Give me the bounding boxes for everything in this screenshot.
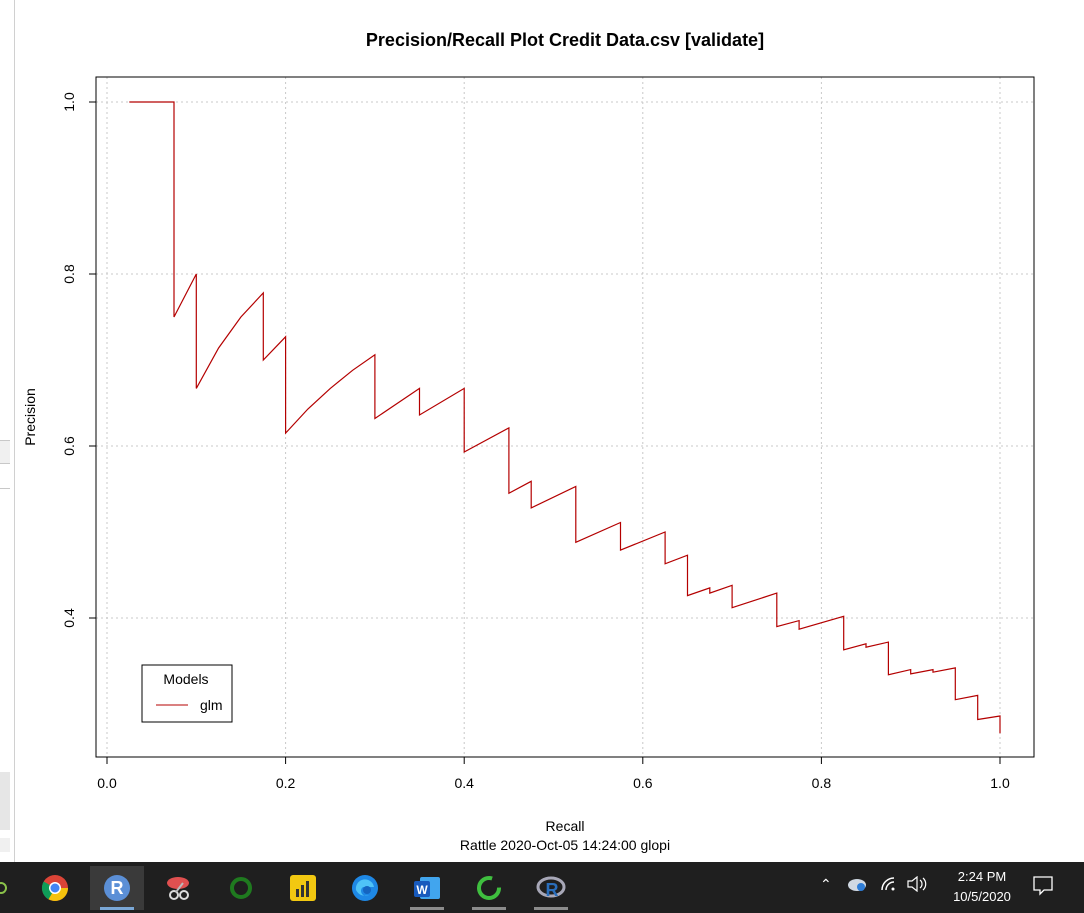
x-tick-label: 1.0: [990, 775, 1010, 791]
chart-subtitle: Rattle 2020-Oct-05 14:24:00 glopi: [460, 837, 670, 853]
legend: Models glm: [141, 664, 233, 723]
refresh-icon[interactable]: [462, 866, 516, 910]
x-tick-label: 0.6: [633, 775, 653, 791]
plot-window: Precision/Recall Plot Credit Data.csv [v…: [16, 0, 1084, 862]
clock-date: 10/5/2020: [953, 889, 1011, 904]
window-edge-divider: [0, 488, 10, 489]
chart-title: Precision/Recall Plot Credit Data.csv [v…: [366, 30, 764, 50]
notification-icon[interactable]: [1032, 874, 1054, 899]
left-window-edge: [0, 0, 15, 862]
taskbar: R W: [0, 862, 1084, 913]
volume-icon[interactable]: [906, 875, 928, 895]
green-circle-icon[interactable]: [214, 866, 268, 910]
partial-app-icon[interactable]: [0, 866, 16, 910]
series-glm: [129, 101, 1001, 734]
x-tick-label: 0.0: [97, 775, 117, 791]
svg-text:W: W: [416, 883, 428, 897]
y-tick-label: 0.8: [61, 264, 77, 284]
window-edge-scroll: [0, 772, 10, 830]
x-tick-label: 0.4: [454, 775, 474, 791]
edge-icon[interactable]: [338, 866, 392, 910]
plot-frame: [95, 76, 1035, 758]
svg-text:R: R: [111, 878, 124, 898]
chevron-up-icon[interactable]: ⌃: [820, 876, 832, 892]
system-clock[interactable]: 2:24 PM 10/5/2020: [942, 867, 1022, 907]
axes: 0.0 0.2 0.4 0.6 0.8 1.0 0.4 0.6 0.8 1.0: [61, 92, 1010, 791]
r-gui-icon[interactable]: R: [90, 866, 144, 910]
word-icon[interactable]: W: [400, 866, 454, 910]
r-icon[interactable]: R: [524, 866, 578, 910]
chrome-icon[interactable]: [28, 866, 82, 910]
cloud-sync-icon[interactable]: [846, 876, 868, 895]
snipping-tool-icon[interactable]: [152, 866, 206, 910]
legend-entry-glm: glm: [200, 697, 223, 713]
svg-text:R: R: [546, 880, 559, 900]
y-tick-label: 0.4: [61, 608, 77, 628]
series-line-glm: [129, 101, 1001, 734]
x-axis-label: Recall: [546, 818, 585, 834]
x-tick-label: 0.8: [812, 775, 832, 791]
y-tick-label: 0.6: [61, 436, 77, 456]
y-tick-label: 1.0: [61, 92, 77, 112]
legend-title: Models: [163, 671, 208, 687]
window-edge-control: [0, 440, 10, 464]
power-bi-icon[interactable]: [276, 866, 330, 910]
x-tick-label: 0.2: [276, 775, 296, 791]
window-edge-corner: [0, 838, 10, 852]
legend-box: [141, 664, 233, 723]
pr-chart: Precision/Recall Plot Credit Data.csv [v…: [22, 30, 1035, 853]
grid: [96, 77, 1034, 757]
y-axis-label: Precision: [22, 388, 38, 446]
clock-time: 2:24 PM: [957, 869, 1007, 884]
wifi-icon[interactable]: [880, 876, 898, 895]
